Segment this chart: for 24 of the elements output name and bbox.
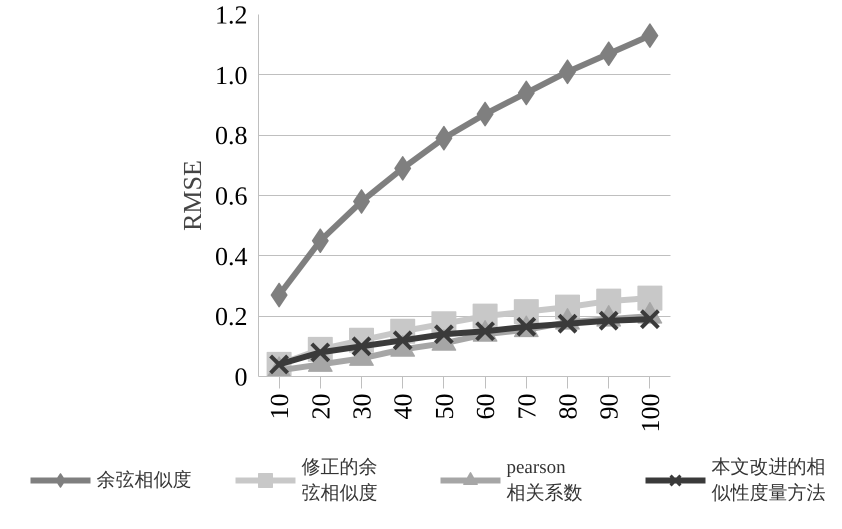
legend-label: 修正的余弦相似度 — [302, 456, 378, 504]
legend-label: pearson 相关系数 — [506, 456, 582, 504]
y-tick-label: 1.0 — [215, 60, 248, 90]
point — [637, 286, 662, 311]
x-tick-label: 70 — [512, 394, 542, 420]
point — [596, 288, 622, 314]
x-tick-label: 40 — [388, 394, 418, 420]
x-tick-label: 60 — [471, 394, 500, 420]
legend-label: 余弦相似度 — [96, 469, 192, 491]
x-tick-label: 50 — [430, 394, 459, 420]
y-tick-label: 0.6 — [215, 182, 248, 210]
y-tick-label: 0.2 — [215, 302, 248, 332]
y-tick-label: 0.8 — [215, 121, 248, 150]
x-tick-label: 30 — [348, 394, 376, 420]
legend-label: 本文改进的相似性度量方法 — [712, 456, 826, 504]
y-tick-label: 0 — [234, 362, 248, 392]
x-tick-label: 90 — [594, 394, 624, 420]
y-tick-label: 0.4 — [215, 242, 248, 271]
x-tick-label: 100 — [636, 394, 665, 432]
x-tick-label: 20 — [306, 394, 336, 420]
y-axis-title: RMSE — [178, 160, 207, 231]
x-tick-label: 80 — [554, 394, 582, 420]
y-tick-label: 1.2 — [215, 0, 248, 30]
x-tick-label: 10 — [265, 394, 294, 420]
